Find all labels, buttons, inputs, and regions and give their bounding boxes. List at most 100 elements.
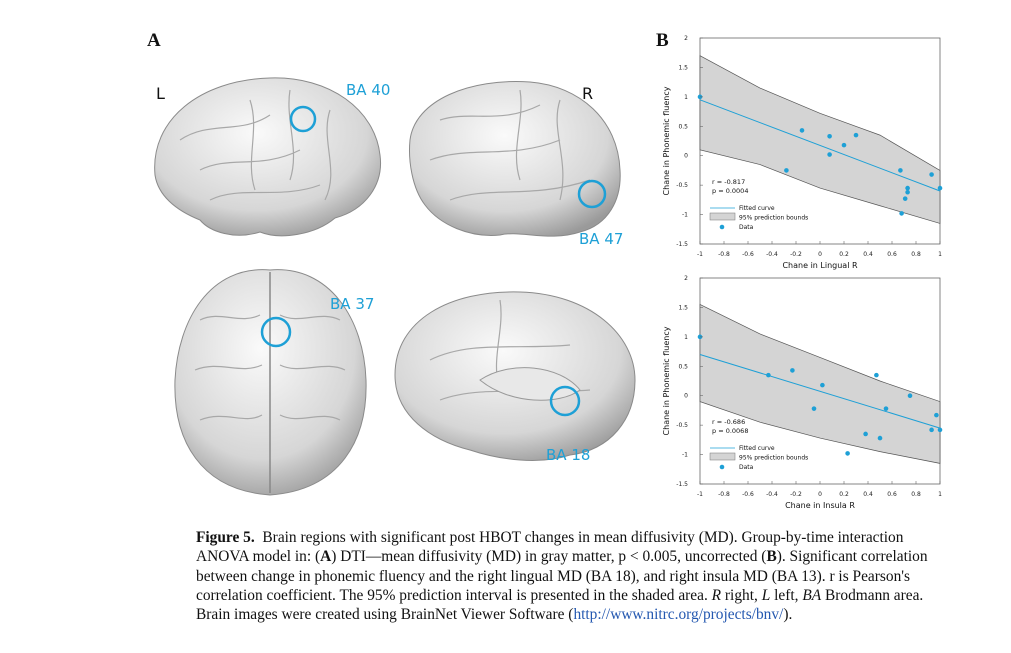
region-ring-ba18 bbox=[549, 385, 581, 417]
caption-text-5: left, bbox=[770, 586, 803, 604]
legend-data-swatch bbox=[719, 464, 725, 470]
x-tick-label: -1 bbox=[697, 251, 703, 258]
x-tick-label: 1 bbox=[938, 251, 942, 258]
caption-abbr-r: R bbox=[711, 586, 722, 604]
data-point bbox=[811, 406, 817, 411]
data-point bbox=[929, 172, 934, 177]
caption-panel-b: B bbox=[766, 548, 777, 566]
legend-entry: Data bbox=[739, 464, 754, 471]
caption-text-6: Brodmann area. Brain images were created… bbox=[196, 586, 924, 624]
x-tick-label: -0.6 bbox=[742, 251, 754, 258]
y-axis-label: Chane in Phonemic fluency bbox=[662, 326, 671, 435]
x-tick-label: -0.8 bbox=[718, 491, 730, 498]
brain-renderings bbox=[154, 77, 636, 496]
legend-band-swatch bbox=[709, 212, 736, 221]
y-axis-label: Chane in Phonemic fluency bbox=[662, 86, 671, 195]
caption-abbr-ba: BA bbox=[802, 586, 822, 604]
brain-left-lateral bbox=[154, 77, 382, 237]
y-tick-label: -1.5 bbox=[676, 481, 688, 488]
y-tick-label: -1 bbox=[682, 452, 688, 459]
y-tick-label: 0 bbox=[684, 393, 688, 400]
region-ring-ba37 bbox=[260, 316, 292, 348]
x-tick-label: 1 bbox=[938, 491, 942, 498]
stats-text: p = 0.0004 bbox=[712, 187, 748, 195]
data-point bbox=[899, 211, 904, 216]
figure-caption: Figure 5. Brain regions with significant… bbox=[196, 528, 956, 624]
caption-abbr-l: L bbox=[761, 586, 771, 604]
y-tick-label: 2 bbox=[684, 35, 688, 42]
data-point bbox=[784, 168, 789, 173]
data-point bbox=[874, 372, 879, 378]
stats-text: r = -0.686 bbox=[712, 418, 745, 426]
x-tick-label: -1 bbox=[697, 491, 703, 498]
scatter-chart-insula: -1 -0.8 -0.6 -0.4 -0.2 0 0.2 0.4 0.6 0.8 1 -1.5 -1 -0… bbox=[662, 275, 943, 510]
caption-text-7: ). bbox=[783, 606, 793, 624]
x-tick-label: -0.2 bbox=[790, 491, 802, 498]
legend-entry: Data bbox=[739, 224, 754, 231]
region-label-ba18: BA 18 bbox=[546, 446, 591, 464]
data-point bbox=[766, 372, 771, 378]
x-tick-label: -0.2 bbox=[790, 251, 802, 258]
x-tick-label: -0.6 bbox=[742, 491, 754, 498]
stats-text: p = 0.0068 bbox=[712, 427, 748, 435]
legend-band-swatch bbox=[709, 452, 736, 461]
legend-entry: 95% prediction bounds bbox=[739, 215, 808, 222]
x-tick-label: 0.8 bbox=[911, 491, 921, 498]
y-tick-label: 1.5 bbox=[678, 64, 688, 71]
x-tick-label: -0.8 bbox=[718, 251, 730, 258]
caption-text-4: right, bbox=[721, 586, 762, 604]
data-point bbox=[827, 133, 832, 139]
y-tick-label: -0.5 bbox=[676, 422, 688, 429]
legend-entry: Fitted curve bbox=[739, 205, 775, 212]
x-tick-label: 0 bbox=[818, 491, 822, 498]
panel-b-letter: B bbox=[656, 30, 669, 51]
caption-panel-a: A bbox=[320, 548, 332, 566]
data-point bbox=[827, 152, 832, 157]
y-tick-label: 0.5 bbox=[678, 123, 688, 130]
fitted-curve bbox=[699, 354, 941, 429]
legend-data-swatch bbox=[719, 224, 725, 230]
data-point bbox=[905, 185, 910, 191]
region-ring-ba40 bbox=[289, 105, 317, 133]
region-label-ba40: BA 40 bbox=[346, 81, 391, 99]
data-point bbox=[877, 435, 883, 441]
stats-text: r = -0.817 bbox=[712, 178, 745, 186]
x-axis-label: Chane in Insula R bbox=[785, 501, 855, 510]
region-label-ba47: BA 47 bbox=[579, 230, 624, 248]
caption-link[interactable]: http://www.nitrc.org/projects/bnv/ bbox=[573, 606, 784, 624]
data-point bbox=[883, 406, 889, 411]
data-point bbox=[907, 393, 913, 399]
x-axis-label: Chane in Lingual R bbox=[782, 261, 857, 270]
data-point bbox=[863, 431, 868, 437]
brain-dorsal bbox=[174, 269, 367, 496]
x-tick-label: -0.4 bbox=[766, 251, 778, 258]
data-point bbox=[898, 168, 903, 173]
data-point bbox=[937, 427, 943, 433]
y-tick-label: 0 bbox=[684, 153, 688, 160]
x-tick-label: 0.8 bbox=[911, 251, 921, 258]
y-tick-label: 0.5 bbox=[678, 363, 688, 370]
legend-entry: Fitted curve bbox=[739, 445, 775, 452]
y-tick-label: -1.5 bbox=[676, 241, 688, 248]
x-tick-label: 0.4 bbox=[863, 491, 873, 498]
x-tick-label: -0.4 bbox=[766, 491, 778, 498]
x-tick-label: 0 bbox=[818, 251, 822, 258]
data-point bbox=[934, 412, 939, 418]
data-point bbox=[902, 196, 908, 201]
y-tick-label: 2 bbox=[684, 275, 688, 282]
prediction-band bbox=[699, 303, 941, 464]
y-tick-label: 1 bbox=[684, 94, 688, 101]
caption-text-2: ) DTI—mean diffusivity (MD) in gray matt… bbox=[331, 548, 767, 566]
right-hemisphere-label: R bbox=[582, 84, 594, 103]
data-point bbox=[929, 427, 934, 433]
data-point bbox=[820, 382, 825, 388]
legend-entry: 95% prediction bounds bbox=[739, 455, 808, 462]
y-tick-label: 1 bbox=[684, 334, 688, 341]
y-tick-label: -0.5 bbox=[676, 182, 688, 189]
data-point bbox=[841, 142, 847, 148]
data-point bbox=[853, 132, 859, 138]
fitted-curve bbox=[699, 99, 941, 192]
caption-text-1: Brain regions with significant post HBOT… bbox=[196, 529, 904, 566]
data-point bbox=[845, 451, 850, 456]
data-point bbox=[790, 368, 795, 373]
